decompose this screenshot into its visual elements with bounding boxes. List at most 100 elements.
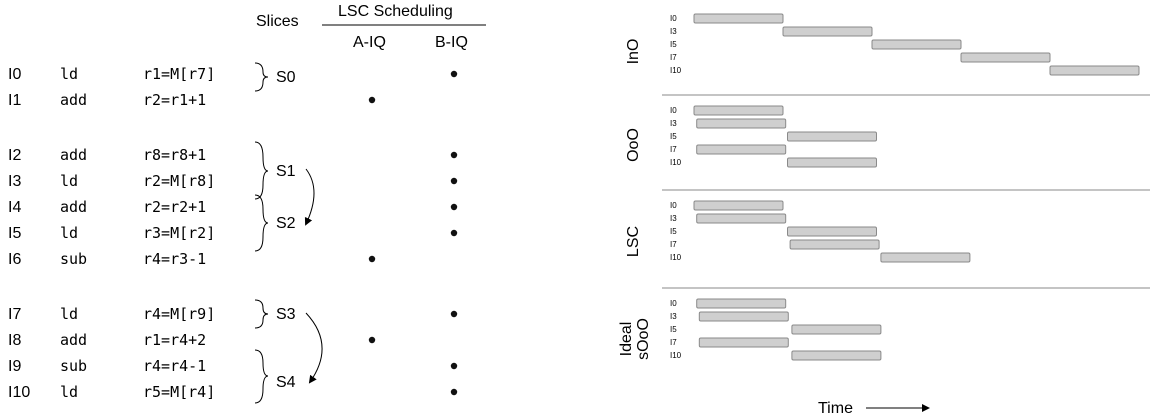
instruction-op: ld xyxy=(60,383,78,401)
execution-bar xyxy=(960,52,1051,63)
dependency-arrow-s1-s2 xyxy=(304,168,315,226)
timeline-row-label: I10 xyxy=(670,158,682,167)
instruction-id: I7 xyxy=(8,306,21,323)
execution-bar xyxy=(880,252,971,263)
instruction-list: I0 ld r1=M[r7] I1 add r2=r1+1 I2 add r8=r8+1 I3 ld… xyxy=(8,65,458,401)
instruction-row: I5 ld r3=M[r2] xyxy=(8,224,458,242)
timeline-panel: IdealsOoO I0 I3 I5 I7 I10 xyxy=(618,298,882,361)
instruction-id: I2 xyxy=(8,147,21,164)
instruction-id: I9 xyxy=(8,358,21,375)
timeline-row-label: I10 xyxy=(670,351,682,360)
timeline-row-label: I10 xyxy=(670,253,682,262)
slice-brace-s4 xyxy=(254,349,269,404)
slice-brace-s3 xyxy=(254,299,269,329)
biq-dot xyxy=(450,70,458,78)
instruction-row: I6 sub r4=r3-1 xyxy=(8,250,376,268)
execution-bar xyxy=(693,105,784,116)
execution-bar xyxy=(696,118,787,129)
timeline-row-label: I7 xyxy=(670,53,677,62)
instruction-id: I0 xyxy=(8,66,21,83)
biq-dot xyxy=(450,151,458,159)
biq-dot xyxy=(450,177,458,185)
execution-bar xyxy=(1049,65,1140,76)
panel-name: OoO xyxy=(625,128,642,162)
instruction-args: r8=r8+1 xyxy=(143,146,206,164)
instruction-row: I1 add r2=r1+1 xyxy=(8,91,376,109)
timeline-row-label: I7 xyxy=(670,240,677,249)
execution-bar xyxy=(871,39,962,50)
timeline-row-label: I3 xyxy=(670,27,677,36)
execution-bar xyxy=(789,239,880,250)
instruction-args: r4=M[r9] xyxy=(143,305,215,323)
timeline-row-label: I7 xyxy=(670,338,677,347)
biq-dot xyxy=(450,203,458,211)
timeline-panels: InO I0 I3 I5 I7 I10 OoO I0 I3 I5 I7 I10 LSC I0 I3 I5 I7 I… xyxy=(618,13,1150,361)
time-axis-label: Time xyxy=(818,400,853,417)
biq-dot xyxy=(450,229,458,237)
instruction-op: ld xyxy=(60,65,78,83)
timeline-panel: OoO I0 I3 I5 I7 I10 xyxy=(625,105,1150,191)
timeline-row-label: I0 xyxy=(670,299,677,308)
timeline-row-label: I7 xyxy=(670,145,677,154)
instruction-op: add xyxy=(60,331,87,349)
biq-header: B-IQ xyxy=(435,34,468,51)
instruction-id: I1 xyxy=(8,92,21,109)
instruction-id: I4 xyxy=(8,199,21,216)
aiq-header: A-IQ xyxy=(353,34,386,51)
panel-name: IdealsOoO xyxy=(618,318,652,360)
instruction-id: I3 xyxy=(8,173,21,190)
instruction-row: I3 ld r2=M[r8] xyxy=(8,172,458,190)
instruction-op: ld xyxy=(60,305,78,323)
biq-dot xyxy=(450,388,458,396)
instruction-args: r1=r4+2 xyxy=(143,331,206,349)
instruction-args: r2=r2+1 xyxy=(143,198,206,216)
instruction-op: add xyxy=(60,198,87,216)
lsc-scheduling-header: LSC Scheduling xyxy=(338,3,453,20)
instruction-row: I2 add r8=r8+1 xyxy=(8,146,458,164)
execution-bar xyxy=(698,311,789,322)
aiq-dot xyxy=(368,336,376,344)
timeline-row-label: I5 xyxy=(670,40,677,49)
biq-dot xyxy=(450,362,458,370)
panel-name: InO xyxy=(625,39,642,65)
instruction-id: I5 xyxy=(8,225,21,242)
instruction-args: r3=M[r2] xyxy=(143,224,215,242)
slices-header: Slices xyxy=(256,13,299,30)
timeline-row-label: I10 xyxy=(670,66,682,75)
timeline-panel: LSC I0 I3 I5 I7 I10 xyxy=(625,200,1150,289)
timeline-row-label: I0 xyxy=(670,106,677,115)
execution-bar xyxy=(696,213,787,224)
timeline-row-label: I5 xyxy=(670,227,677,236)
slice-label-s0: S0 xyxy=(276,69,296,86)
timeline-row-label: I3 xyxy=(670,214,677,223)
execution-bar xyxy=(787,131,877,142)
instruction-op: ld xyxy=(60,224,78,242)
slice-label-s1: S1 xyxy=(276,163,296,180)
timeline-panel: InO I0 I3 I5 I7 I10 xyxy=(625,13,1150,96)
instruction-row: I9 sub r4=r4-1 xyxy=(8,357,458,375)
timeline-row-label: I3 xyxy=(670,312,677,321)
instruction-row: I10 ld r5=M[r4] xyxy=(8,383,458,401)
execution-bar xyxy=(782,26,873,37)
aiq-dot xyxy=(368,96,376,104)
slice-label-s3: S3 xyxy=(276,306,296,323)
execution-bar xyxy=(791,324,882,335)
slice-label-s2: S2 xyxy=(276,215,296,232)
panel-name: LSC xyxy=(625,226,642,257)
slice-brace-s1 xyxy=(254,141,269,200)
aiq-dot xyxy=(368,255,376,263)
instruction-args: r4=r3-1 xyxy=(143,250,206,268)
execution-bar xyxy=(787,157,877,168)
execution-bar xyxy=(787,226,877,237)
instruction-row: I4 add r2=r2+1 xyxy=(8,198,458,216)
instruction-args: r2=M[r8] xyxy=(143,172,215,190)
execution-bar xyxy=(693,13,784,24)
timeline-row-label: I3 xyxy=(670,119,677,128)
biq-dot xyxy=(450,310,458,318)
instruction-args: r1=M[r7] xyxy=(143,65,215,83)
execution-bar xyxy=(693,200,784,211)
instruction-row: I7 ld r4=M[r9] xyxy=(8,305,458,323)
execution-bar xyxy=(698,337,789,348)
timeline-row-label: I0 xyxy=(670,14,677,23)
